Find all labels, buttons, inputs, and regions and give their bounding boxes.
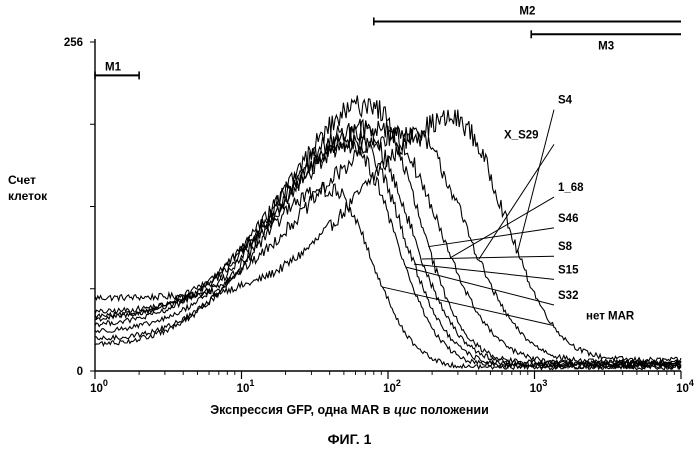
x-tick-label: 101 [237, 378, 255, 395]
series-leader-line [451, 197, 554, 257]
y-tick-label: 256 [64, 37, 83, 49]
series-label: X_S29 [504, 129, 539, 141]
series-label: S32 [558, 290, 578, 302]
series-label: S8 [558, 241, 573, 253]
series-label: S15 [558, 264, 579, 276]
y-tick-label: 0 [77, 366, 83, 378]
series-layer [95, 96, 681, 370]
marker-label: M1 [105, 61, 122, 73]
x-axis-label-part: Экспрессия GFP, одна MAR в [210, 403, 394, 417]
x-axis-label-italic-part: цис [394, 403, 417, 417]
series-line [95, 137, 681, 369]
series-line [95, 110, 681, 362]
y-axis-label-line: клеток [8, 188, 68, 204]
marker-layer: M1 M2 M3 [95, 5, 681, 79]
x-tick-label: 100 [90, 378, 108, 395]
x-tick-label: 104 [676, 378, 694, 395]
x-tick-label: 103 [530, 378, 548, 395]
series-label: нет MAR [586, 311, 635, 323]
series-line [95, 126, 681, 365]
series-leader-line [428, 228, 554, 247]
y-axis-label: Счет клеток [8, 172, 68, 204]
marker-label: M3 [598, 40, 614, 52]
x-axis-label: Экспрессия GFP, одна MAR в цис положении [0, 404, 699, 417]
series-label: S46 [558, 213, 578, 225]
series-label-layer: S4 X_S29 1_68 S46 S8 S15 S32 нет MAR [383, 95, 635, 326]
marker-label: M2 [519, 5, 535, 17]
series-line [95, 119, 681, 367]
figure-caption: ФИГ. 1 [0, 432, 699, 446]
series-line [95, 134, 681, 368]
y-axis-label-line: Счет [8, 172, 68, 188]
series-label: 1_68 [558, 182, 584, 194]
x-axis-label-part: положении [417, 403, 489, 417]
series-line [95, 182, 681, 369]
series-label: S4 [558, 95, 573, 107]
series-line [95, 96, 681, 366]
axes-layer: 0 256 100 101 102 103 104 [64, 37, 694, 395]
series-leader-line [422, 256, 554, 259]
series-leader-line [479, 144, 554, 259]
x-tick-label: 102 [383, 378, 401, 395]
